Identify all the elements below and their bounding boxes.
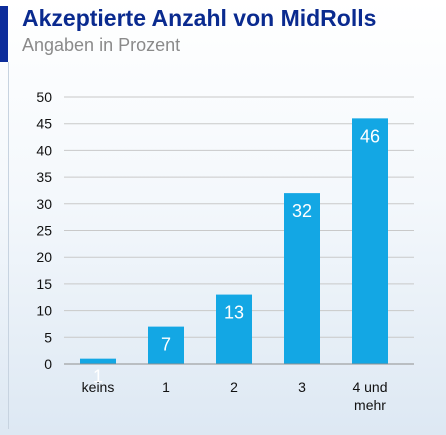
accent-bar	[0, 6, 8, 62]
y-tick-label: 5	[44, 329, 52, 345]
bar	[216, 294, 252, 364]
value-labels: 1 7 13 32 46	[93, 126, 380, 386]
y-tick-label: 20	[36, 249, 52, 265]
category-labels: keins 1 2 3 4 und mehr	[82, 379, 388, 413]
x-tick-label: keins	[82, 379, 115, 395]
bar	[80, 358, 116, 364]
data-label: 7	[161, 335, 171, 355]
y-tick-label: 25	[36, 223, 52, 239]
x-tick-label: 1	[162, 379, 170, 395]
y-tick-label: 50	[36, 89, 52, 105]
bar	[352, 118, 388, 364]
y-tick-labels: 0 5 10 15 20 25 30 35 40 45 50	[36, 89, 52, 372]
chart-subtitle: Angaben in Prozent	[22, 35, 181, 55]
data-label: 46	[360, 126, 380, 146]
data-label: 13	[224, 303, 244, 323]
frame-line	[8, 62, 9, 429]
x-tick-label: 2	[230, 379, 238, 395]
bar	[148, 326, 184, 364]
data-label: 1	[93, 367, 103, 387]
bar	[284, 193, 320, 364]
x-tick-label: 4 und	[352, 379, 387, 395]
y-tick-label: 30	[36, 196, 52, 212]
x-tick-label: 3	[298, 379, 306, 395]
bars	[80, 118, 388, 364]
y-tick-label: 35	[36, 169, 52, 185]
x-tick-label: mehr	[354, 397, 386, 413]
chart-title: Akzeptierte Anzahl von MidRolls	[22, 5, 377, 31]
y-tick-label: 45	[36, 116, 52, 132]
data-label: 32	[292, 201, 312, 221]
y-tick-label: 40	[36, 142, 52, 158]
y-tick-label: 10	[36, 303, 52, 319]
y-tick-label: 15	[36, 276, 52, 292]
y-tick-label: 0	[44, 356, 52, 372]
